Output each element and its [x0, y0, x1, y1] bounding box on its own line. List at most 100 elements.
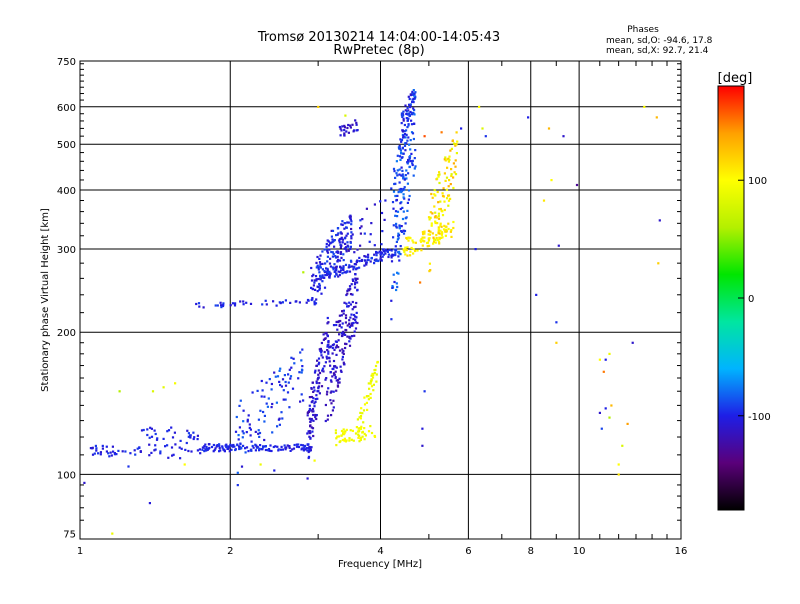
- data-point: [149, 426, 152, 429]
- data-point: [422, 239, 425, 242]
- data-point: [373, 203, 376, 206]
- data-point: [404, 149, 407, 152]
- data-point: [340, 244, 343, 247]
- data-point: [404, 104, 407, 107]
- data-point: [434, 241, 437, 244]
- colorbar-label: [deg]: [718, 71, 753, 86]
- data-point: [249, 302, 253, 305]
- data-point: [311, 381, 314, 384]
- data-point: [202, 446, 205, 449]
- data-point: [428, 262, 431, 265]
- data-point: [448, 155, 451, 158]
- x-axis-ticks: 1 2 4 6 8 10 16: [77, 61, 687, 557]
- data-point: [328, 248, 331, 251]
- data-point: [328, 262, 332, 265]
- data-point: [390, 256, 393, 259]
- data-point: [334, 431, 337, 435]
- data-point: [308, 404, 311, 407]
- data-point: [342, 352, 345, 355]
- data-point: [97, 452, 100, 455]
- data-point: [338, 440, 341, 444]
- data-point: [434, 215, 437, 218]
- data-point: [313, 301, 316, 305]
- data-point: [401, 206, 404, 209]
- data-point: [655, 116, 658, 119]
- data-point: [392, 207, 395, 210]
- data-point: [311, 297, 314, 300]
- data-point: [225, 446, 228, 449]
- data-point: [263, 420, 266, 423]
- data-point: [337, 251, 340, 254]
- data-point: [445, 176, 449, 179]
- data-point: [338, 349, 342, 352]
- data-point: [413, 157, 416, 160]
- y-tick-label: 75: [63, 529, 76, 540]
- data-point: [341, 438, 344, 442]
- data-point: [397, 191, 400, 194]
- data-point: [205, 446, 208, 449]
- data-point: [148, 502, 151, 505]
- data-point: [312, 434, 315, 438]
- data-point: [316, 390, 319, 393]
- data-point: [237, 438, 240, 441]
- data-point: [249, 448, 252, 451]
- data-point: [166, 430, 169, 433]
- data-point: [356, 288, 359, 291]
- phase-info-o: mean, sd,O: -94.6, 17.8: [606, 36, 713, 46]
- data-point: [259, 463, 262, 466]
- data-point: [350, 231, 353, 234]
- data-point: [309, 424, 312, 427]
- data-point: [399, 202, 402, 205]
- data-point: [327, 244, 331, 247]
- data-point: [171, 436, 175, 439]
- data-point: [354, 315, 357, 318]
- data-point: [310, 409, 313, 412]
- data-point: [341, 241, 344, 244]
- data-point: [331, 367, 334, 371]
- data-point: [433, 205, 436, 208]
- data-point: [236, 471, 239, 474]
- data-point: [148, 443, 151, 446]
- data-point: [376, 251, 379, 254]
- data-point: [338, 259, 342, 262]
- data-point: [444, 179, 447, 182]
- data-point: [340, 236, 343, 239]
- data-point: [407, 198, 410, 201]
- data-point: [426, 241, 430, 244]
- data-point: [562, 135, 565, 138]
- data-point: [372, 389, 375, 392]
- data-point: [369, 396, 372, 399]
- data-point: [432, 242, 435, 245]
- x-tick-label: 4: [377, 546, 383, 557]
- data-point: [350, 227, 353, 231]
- data-point: [148, 436, 151, 439]
- data-point: [318, 392, 321, 395]
- data-point: [658, 219, 661, 222]
- data-point: [403, 136, 406, 139]
- data-point: [411, 93, 414, 96]
- data-point: [315, 380, 318, 383]
- data-point: [337, 381, 340, 384]
- data-point: [474, 248, 477, 251]
- data-point: [320, 351, 323, 354]
- data-point: [373, 244, 376, 247]
- data-point: [355, 426, 358, 429]
- data-point: [324, 419, 327, 423]
- data-point: [440, 236, 443, 239]
- data-point: [397, 232, 400, 235]
- data-point: [242, 409, 245, 412]
- data-point: [349, 247, 352, 251]
- data-point: [288, 445, 291, 448]
- data-point: [357, 436, 360, 439]
- data-point: [387, 253, 390, 256]
- data-point: [99, 451, 102, 454]
- data-point: [281, 448, 284, 451]
- data-point: [379, 256, 382, 259]
- data-point: [447, 157, 450, 160]
- data-point: [218, 443, 221, 446]
- data-point: [345, 130, 348, 133]
- data-point: [351, 429, 354, 432]
- data-point: [396, 238, 399, 241]
- data-point: [409, 139, 412, 142]
